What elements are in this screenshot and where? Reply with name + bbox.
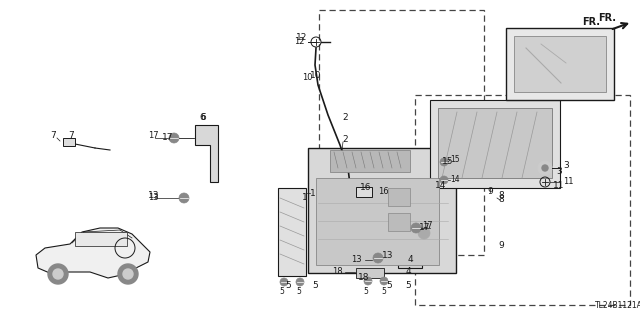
- Bar: [356, 187, 372, 197]
- Text: 13: 13: [148, 194, 159, 203]
- Text: 5: 5: [364, 286, 369, 295]
- Bar: [388, 188, 410, 206]
- Circle shape: [179, 193, 189, 203]
- Bar: [514, 36, 606, 92]
- Text: 3: 3: [563, 160, 569, 169]
- Text: TL24B1121A: TL24B1121A: [595, 300, 640, 309]
- Text: 1: 1: [302, 194, 308, 203]
- Circle shape: [418, 227, 430, 239]
- Text: 14: 14: [435, 181, 446, 189]
- Text: 3: 3: [556, 167, 562, 176]
- Text: 11: 11: [563, 177, 573, 187]
- Bar: [506, 28, 614, 100]
- Text: 5: 5: [405, 280, 411, 290]
- Text: 10: 10: [302, 73, 312, 83]
- Circle shape: [542, 165, 548, 171]
- Text: 4: 4: [405, 268, 411, 277]
- Text: 12: 12: [294, 38, 305, 47]
- Text: 7: 7: [50, 131, 56, 140]
- Circle shape: [53, 269, 63, 279]
- Text: 17: 17: [148, 131, 159, 140]
- Polygon shape: [398, 230, 422, 268]
- Text: 15: 15: [450, 155, 460, 165]
- Text: 5: 5: [280, 287, 284, 296]
- Circle shape: [538, 161, 552, 175]
- Text: 10: 10: [310, 70, 321, 79]
- Bar: [388, 213, 410, 231]
- Text: 12: 12: [296, 33, 307, 41]
- Text: 5: 5: [381, 286, 387, 295]
- Text: 8: 8: [498, 196, 504, 204]
- Text: 16: 16: [360, 183, 371, 192]
- Bar: [75, 232, 127, 246]
- Text: FR.: FR.: [598, 13, 616, 23]
- Text: 8: 8: [498, 191, 504, 201]
- Circle shape: [411, 223, 421, 233]
- Text: 13: 13: [382, 250, 394, 259]
- Circle shape: [48, 264, 68, 284]
- Text: 5: 5: [296, 287, 301, 296]
- Circle shape: [380, 277, 388, 285]
- Text: 13: 13: [148, 191, 159, 201]
- Bar: [356, 268, 384, 278]
- Text: 17: 17: [422, 221, 433, 231]
- Text: 5: 5: [285, 280, 291, 290]
- Circle shape: [440, 176, 448, 184]
- Bar: [63, 138, 75, 146]
- Polygon shape: [195, 125, 218, 182]
- Bar: [308, 148, 456, 273]
- Text: 6: 6: [200, 114, 205, 122]
- Bar: [278, 188, 306, 276]
- Text: 15: 15: [442, 158, 454, 167]
- Text: 9: 9: [498, 241, 504, 249]
- Circle shape: [118, 264, 138, 284]
- Bar: [316, 178, 439, 265]
- Polygon shape: [438, 108, 552, 178]
- Text: 14: 14: [450, 175, 460, 184]
- Text: 18: 18: [358, 273, 369, 283]
- Text: 17: 17: [419, 224, 431, 233]
- Circle shape: [280, 278, 288, 286]
- Circle shape: [123, 269, 133, 279]
- Text: FR.: FR.: [582, 17, 600, 27]
- Bar: [330, 150, 410, 172]
- Text: 11: 11: [553, 181, 564, 189]
- Text: 7: 7: [68, 130, 74, 139]
- Bar: [319, 10, 484, 255]
- Text: 2: 2: [342, 136, 348, 145]
- Circle shape: [440, 158, 448, 166]
- Text: 2: 2: [342, 114, 348, 122]
- Text: 1: 1: [310, 189, 316, 197]
- Circle shape: [364, 277, 372, 285]
- Text: 4: 4: [408, 256, 413, 264]
- Polygon shape: [430, 100, 560, 188]
- Bar: [415, 95, 630, 305]
- Text: 5: 5: [312, 280, 317, 290]
- Circle shape: [373, 253, 383, 263]
- Text: 5: 5: [386, 280, 392, 290]
- Circle shape: [296, 278, 304, 286]
- Text: 6: 6: [199, 114, 205, 122]
- Text: 17: 17: [162, 133, 173, 143]
- Text: 13: 13: [351, 256, 362, 264]
- Polygon shape: [36, 228, 150, 278]
- Text: 18: 18: [332, 268, 343, 277]
- Circle shape: [169, 133, 179, 143]
- Text: 9: 9: [487, 188, 493, 197]
- Text: 16: 16: [378, 188, 388, 197]
